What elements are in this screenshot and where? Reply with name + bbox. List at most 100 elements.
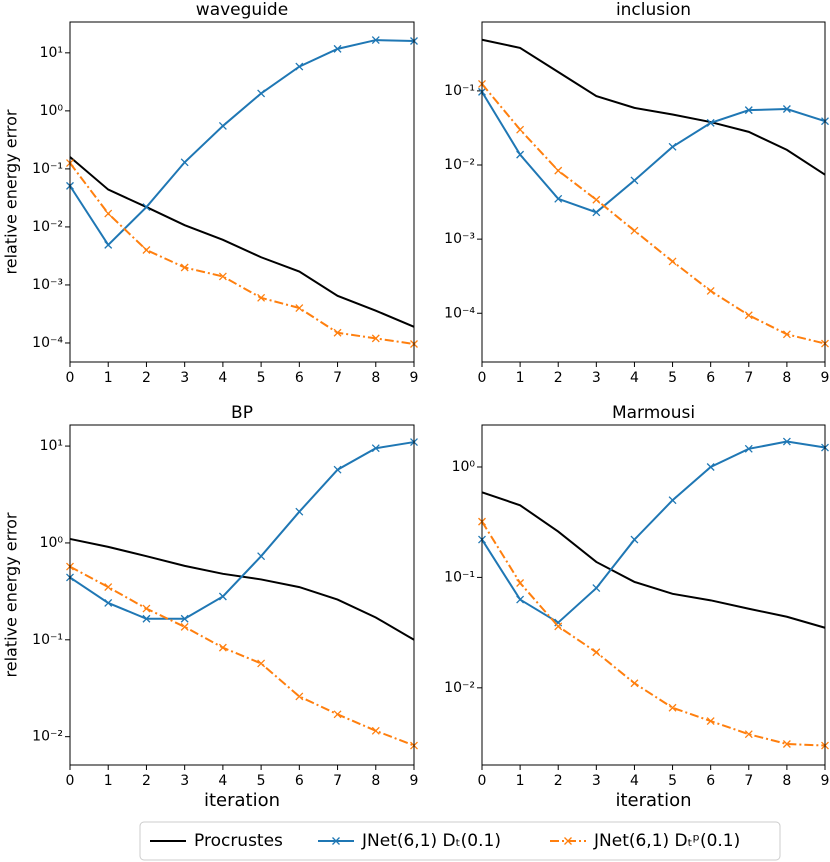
x-tick-label: 2 — [554, 773, 563, 789]
marker — [333, 44, 342, 53]
x-tick-label: 7 — [333, 370, 342, 386]
marker — [782, 330, 791, 339]
x-tick-label: 4 — [630, 773, 639, 789]
legend-label: JNet(6,1) Dₜᵖ(0.1) — [593, 831, 740, 851]
marker — [257, 293, 266, 302]
x-tick-label: 7 — [333, 773, 342, 789]
marker — [592, 648, 601, 657]
x-tick-label: 7 — [744, 773, 753, 789]
y-tick-label: 10⁰ — [40, 535, 64, 551]
x-tick-label: 0 — [66, 370, 75, 386]
marker — [180, 614, 189, 623]
marker — [218, 592, 227, 601]
marker — [782, 437, 791, 446]
marker — [295, 304, 304, 312]
y-tick-label: 10⁻¹ — [444, 83, 475, 99]
x-axis-label: iteration — [615, 790, 691, 811]
marker — [371, 444, 380, 453]
y-tick-label: 10⁻³ — [444, 231, 475, 247]
marker — [592, 584, 601, 593]
legend-marker — [564, 837, 572, 845]
marker — [257, 552, 266, 561]
x-tick-label: 4 — [218, 370, 227, 386]
y-tick-label: 10⁻³ — [32, 277, 63, 293]
marker — [142, 203, 151, 212]
marker — [333, 465, 342, 474]
y-tick-label: 10⁻¹ — [32, 161, 63, 177]
series-line — [69, 162, 415, 345]
legend-label: JNet(6,1) Dₜ(0.1) — [361, 831, 501, 851]
marker — [104, 583, 113, 592]
series-line — [69, 537, 415, 641]
marker — [668, 496, 677, 505]
x-tick-label: 8 — [782, 370, 791, 386]
marker — [333, 710, 342, 719]
marker — [371, 334, 380, 343]
series-line — [481, 491, 826, 629]
x-tick-label: 7 — [744, 370, 753, 386]
x-tick-label: 6 — [295, 370, 304, 386]
marker — [592, 195, 601, 204]
marker — [104, 599, 113, 607]
x-tick-label: 6 — [295, 773, 304, 789]
y-tick-label: 10⁻² — [32, 219, 63, 235]
marker — [630, 226, 639, 235]
series-line — [69, 565, 415, 747]
marker — [668, 142, 677, 151]
marker — [516, 595, 525, 604]
marker — [257, 89, 266, 98]
y-tick-label: 10⁻² — [444, 680, 475, 696]
series-line — [69, 39, 415, 247]
x-tick-label: 8 — [782, 773, 791, 789]
marker — [333, 328, 342, 337]
marker — [295, 62, 304, 71]
marker — [371, 726, 380, 735]
x-tick-label: 4 — [630, 370, 639, 386]
x-tick-label: 9 — [410, 370, 419, 386]
marker — [142, 614, 151, 623]
marker — [744, 311, 753, 320]
x-tick-label: 3 — [592, 773, 601, 789]
marker — [554, 166, 563, 175]
legend: Procrustes JNet(6,1) Dₜ(0.1) JNet(6,1) Dₜᵖ… — [139, 821, 781, 861]
marker — [630, 679, 639, 688]
y-tick-label: 10⁰ — [40, 103, 64, 119]
subplot: inclusion 0 1 2 3 4 5 6 7 8 9 10⁻¹ 10⁻² 10⁻³ 10⁻⁴ — [444, 0, 829, 386]
x-tick-label: 2 — [142, 773, 151, 789]
marker — [104, 240, 113, 249]
marker — [516, 125, 525, 134]
x-tick-label: 5 — [668, 773, 677, 789]
x-tick-label: 2 — [554, 370, 563, 386]
marker — [744, 106, 753, 115]
marker — [371, 36, 380, 45]
subplot: BP 0 1 2 3 4 5 6 7 8 9 10¹ 10⁰ 10⁻¹ 10⁻² relative energ… — [2, 403, 419, 811]
y-tick-label: 10¹ — [40, 438, 63, 454]
y-axis-label: relative energy error — [2, 512, 21, 677]
plot-frame — [481, 21, 826, 363]
y-axis-label: relative energy error — [2, 109, 21, 274]
x-tick-label: 9 — [821, 370, 830, 386]
subplot: Marmousi 0 1 2 3 4 5 6 7 8 9 10⁰ 10⁻¹ 10⁻² iteration — [444, 403, 829, 811]
y-tick-label: 10⁻⁴ — [444, 305, 475, 321]
marker — [630, 535, 639, 544]
marker — [668, 257, 677, 266]
marker — [218, 121, 227, 130]
x-tick-label: 0 — [66, 773, 75, 789]
legend-label: Procrustes — [194, 831, 283, 851]
y-tick-label: 10⁻⁴ — [32, 335, 63, 351]
x-tick-label: 6 — [706, 773, 715, 789]
series-line — [481, 440, 826, 624]
marker — [218, 272, 227, 281]
marker — [706, 717, 715, 726]
marker — [180, 263, 189, 272]
series-line — [481, 91, 826, 214]
x-tick-label: 1 — [104, 773, 113, 789]
marker — [180, 158, 189, 167]
marker — [706, 118, 715, 127]
x-tick-label: 3 — [180, 773, 189, 789]
subplot-title: waveguide — [196, 0, 288, 20]
x-tick-label: 2 — [142, 370, 151, 386]
series-line — [481, 38, 826, 176]
marker — [630, 176, 639, 185]
